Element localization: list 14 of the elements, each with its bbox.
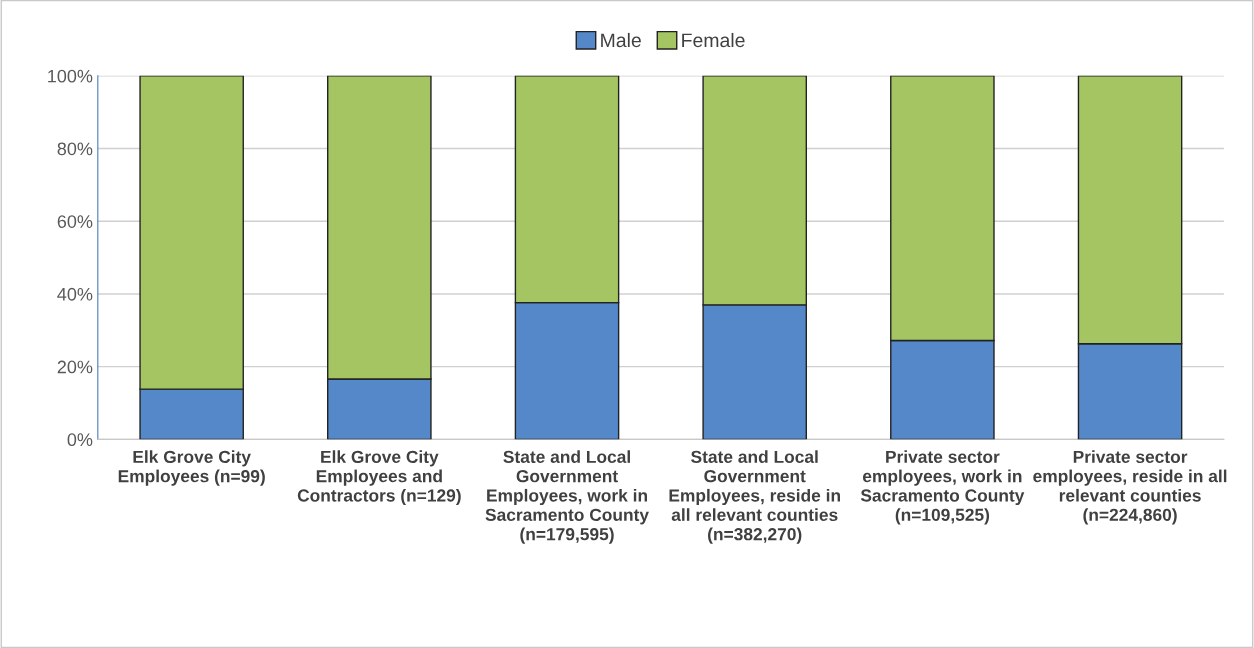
x-tick-label: State and Local Government Employees, work in Sacramento County (n=179,595) xyxy=(485,450,649,544)
x-tick-label: Elk Grove City Employees and Contractors (n=129) xyxy=(297,450,461,506)
x-tick-label: Private sector employees, work in Sacramento County (n=109,525) xyxy=(860,450,1025,525)
y-tick-label: 20% xyxy=(57,360,93,374)
x-tick-label: Private sector employees, reside in all relevant counties (n=224,860) xyxy=(1033,450,1227,525)
x-tick-label: Elk Grove City Employees (n=99) xyxy=(118,450,265,486)
y-tick-label: 100% xyxy=(48,69,93,83)
legend-label: Female xyxy=(682,32,745,48)
y-tick-label: 60% xyxy=(57,215,93,228)
y-tick-label: 0% xyxy=(67,433,93,447)
y-tick-label: 40% xyxy=(57,287,93,301)
x-tick-label: State and Local Government Employees, reside in all relevant counties (n=382,270) xyxy=(669,450,840,544)
y-tick-label: 80% xyxy=(57,142,93,156)
legend-label: Male xyxy=(601,32,641,48)
